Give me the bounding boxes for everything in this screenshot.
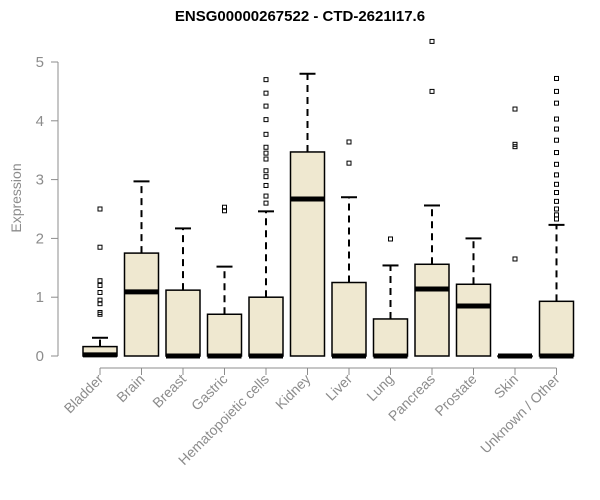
outlier-point xyxy=(263,182,269,188)
box xyxy=(206,313,243,357)
y-tick-label: 4 xyxy=(36,113,44,130)
outlier-point xyxy=(263,144,269,150)
outlier-point xyxy=(554,137,559,143)
x-tick-label: Breast xyxy=(149,371,189,411)
box xyxy=(414,263,450,357)
x-tick-label: Kidney xyxy=(272,371,314,413)
outlier-point xyxy=(554,100,559,106)
box xyxy=(538,300,575,357)
outlier-point xyxy=(346,139,352,145)
outlier-point xyxy=(97,244,103,250)
outlier-point xyxy=(388,236,393,242)
outlier-point xyxy=(263,156,269,162)
outlier-point xyxy=(554,212,559,218)
outlier-point xyxy=(554,181,559,187)
outlier-point xyxy=(97,282,103,288)
x-tick-label: Prostate xyxy=(431,371,479,419)
outlier-point xyxy=(222,208,227,214)
outlier-point xyxy=(554,190,559,196)
x-tick-label: Bladder xyxy=(61,371,107,417)
outlier-point xyxy=(97,301,103,307)
outlier-point xyxy=(263,103,269,109)
box xyxy=(248,296,284,357)
outlier-point xyxy=(512,106,518,112)
box xyxy=(331,281,367,357)
outlier-point xyxy=(554,88,559,94)
outlier-point xyxy=(97,289,103,295)
box xyxy=(455,283,492,357)
x-tick-label: Liver xyxy=(322,371,355,404)
outlier-point xyxy=(263,131,269,137)
outlier-point xyxy=(263,174,269,180)
y-tick-label: 0 xyxy=(36,348,44,365)
y-tick-label: 5 xyxy=(36,54,44,71)
box xyxy=(123,252,160,357)
outlier-point xyxy=(512,144,518,150)
x-tick-label: Lung xyxy=(363,371,396,404)
outlier-point xyxy=(554,216,559,222)
box xyxy=(289,151,326,357)
outlier-point xyxy=(554,206,559,212)
outlier-point xyxy=(554,172,559,178)
outlier-point xyxy=(97,278,103,284)
box xyxy=(372,318,409,357)
outlier-point xyxy=(263,77,269,83)
outlier-point xyxy=(554,126,559,132)
outlier-point xyxy=(263,90,269,96)
outlier-point xyxy=(263,193,269,199)
y-tick-label: 1 xyxy=(36,289,44,306)
outlier-point xyxy=(554,161,559,167)
outlier-point xyxy=(97,206,103,212)
outlier-point xyxy=(429,38,435,44)
outlier-point xyxy=(512,256,518,262)
outlier-point xyxy=(263,168,269,174)
outlier-point xyxy=(263,150,269,156)
y-tick-label: 3 xyxy=(36,172,44,189)
outlier-point xyxy=(429,88,435,94)
box xyxy=(165,289,201,357)
outlier-point xyxy=(554,116,559,122)
outlier-point xyxy=(554,75,559,81)
outlier-point xyxy=(554,198,559,204)
y-tick-label: 2 xyxy=(36,230,44,247)
outlier-point xyxy=(346,160,352,166)
outlier-point xyxy=(263,200,269,206)
x-tick-label: Brain xyxy=(113,371,147,405)
x-tick-label: Skin xyxy=(491,371,522,402)
outlier-point xyxy=(97,311,103,317)
outlier-point xyxy=(554,150,559,156)
chart-title: ENSG00000267522 - CTD-2621I17.6 xyxy=(174,8,426,25)
x-tick-label: Unknown / Other xyxy=(477,371,563,457)
outlier-point xyxy=(263,117,269,123)
